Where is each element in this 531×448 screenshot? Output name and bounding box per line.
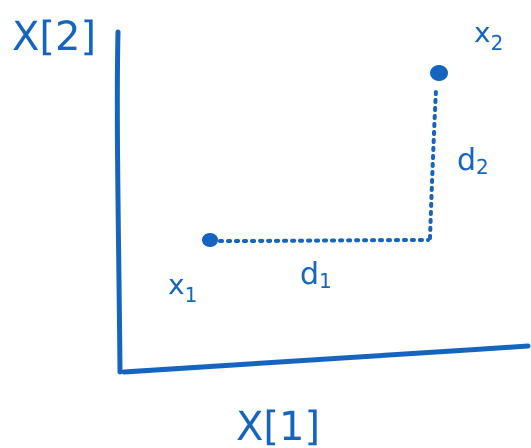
x-axis-label: X[1] (236, 404, 320, 448)
d2-label: d2 (457, 143, 489, 179)
x-axis (121, 343, 531, 375)
y-axis (114, 29, 123, 375)
y-axis-label: X[2] (12, 14, 96, 60)
point-x1-label: x1 (168, 268, 197, 307)
d2-sub: 2 (476, 155, 489, 179)
point-x2-base: x (474, 16, 491, 49)
vertical-distance-line (428, 88, 438, 240)
point-x1-dot (202, 233, 218, 247)
point-x1-sub: 1 (185, 283, 198, 307)
point-x2-dot (430, 65, 448, 81)
d1-label: d1 (300, 257, 332, 293)
d1-base: d (300, 257, 319, 292)
point-x1-base: x (168, 268, 185, 301)
horizontal-distance-line (218, 238, 430, 243)
point-x2-label: x2 (474, 16, 503, 55)
d1-sub: 1 (319, 269, 332, 293)
point-x2-sub: 2 (491, 31, 504, 55)
d2-base: d (457, 143, 476, 178)
